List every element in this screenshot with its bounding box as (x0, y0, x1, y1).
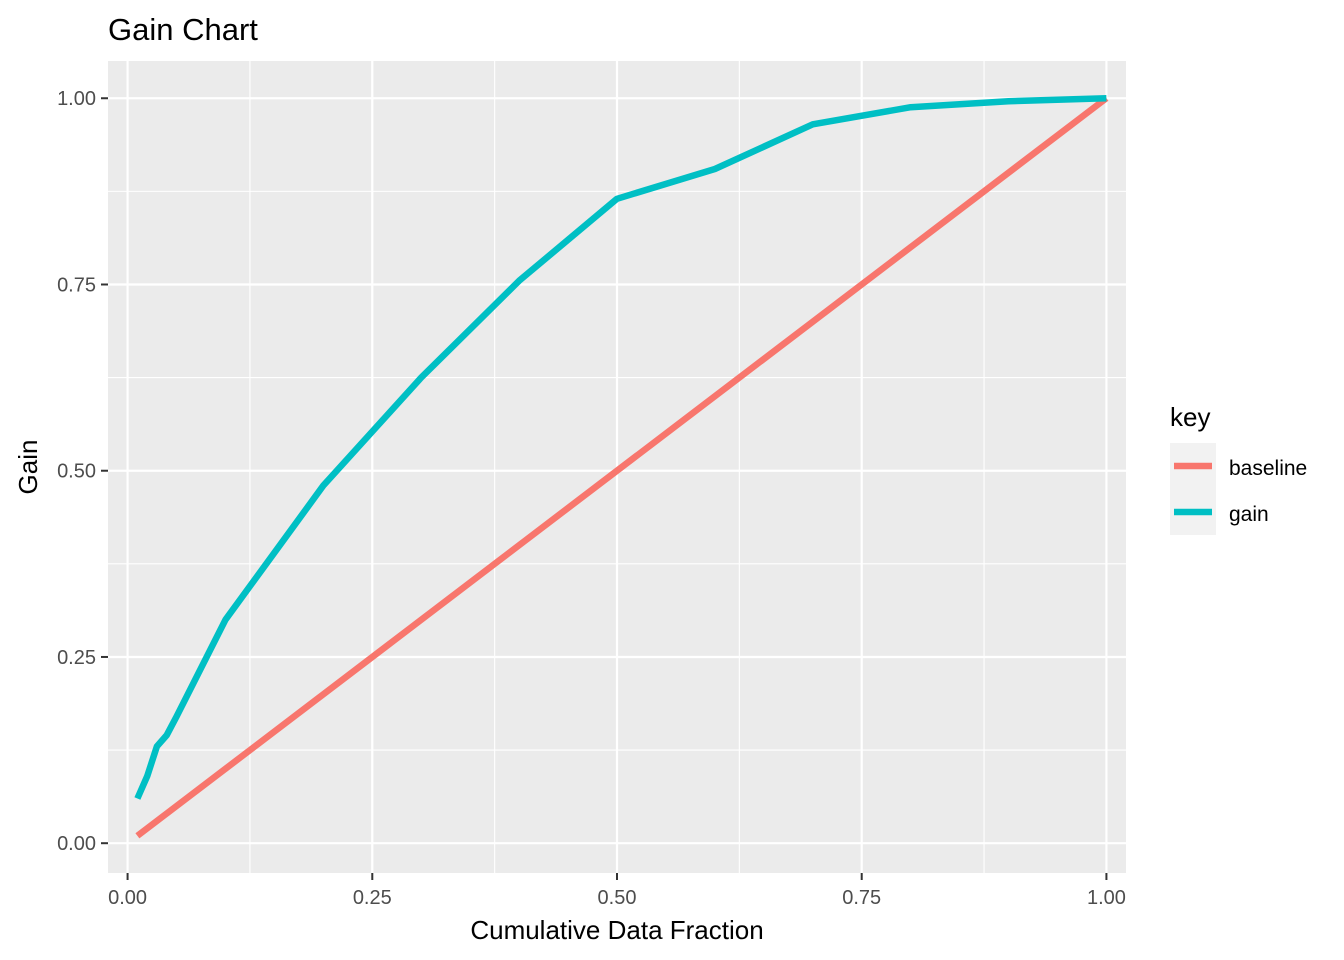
series-line-gain (134, 94, 1107, 800)
legend: key baseline gain (1170, 402, 1307, 535)
x-tick-label: 0.25 (353, 887, 392, 909)
chart-title: Gain Chart (108, 12, 258, 47)
y-tick-label: 0.00 (57, 833, 96, 855)
legend-label-gain: gain (1229, 503, 1269, 526)
x-tick-label: 0.00 (108, 887, 147, 909)
y-tick-label: 0.75 (57, 274, 96, 296)
x-tick-label: 0.75 (842, 887, 881, 909)
series-line-baseline (135, 95, 1109, 839)
y-tick-label: 0.50 (57, 461, 96, 483)
axis-ticks: 0.00 0.25 0.50 0.75 1.00 0.00 0.25 0.50 0.75 1.00 (57, 88, 1126, 909)
legend-title: key (1170, 402, 1210, 432)
x-tick-label: 1.00 (1087, 887, 1126, 909)
series-layer (134, 94, 1109, 839)
y-tick-label: 0.25 (57, 647, 96, 669)
y-axis-title: Gain (13, 440, 43, 495)
x-tick-label: 0.50 (598, 887, 637, 909)
legend-label-baseline: baseline (1229, 457, 1307, 480)
y-tick-label: 1.00 (57, 88, 96, 110)
x-axis-title: Cumulative Data Fraction (470, 915, 763, 945)
